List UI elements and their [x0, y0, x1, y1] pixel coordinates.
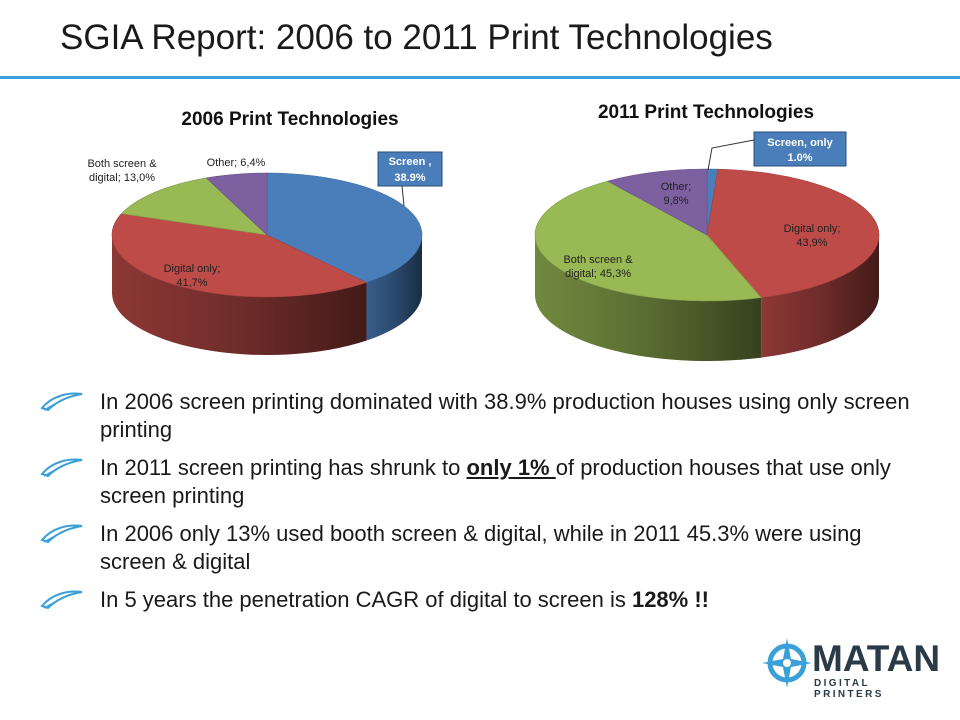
- pie-slice-digital-only: [706, 168, 880, 298]
- bullet-text-4-emphasis: 128% !!: [631, 587, 709, 612]
- label-digital-2011-line2: 43,9%: [796, 237, 827, 249]
- logo-wordmark: MATAN: [812, 638, 941, 679]
- label-screen-2011-line1: Screen, only: [767, 137, 833, 149]
- pie-2006-body: [111, 172, 423, 355]
- label-both-2011-line2: digital; 45,3%: [565, 268, 631, 280]
- label-other-2011-line2: 9,8%: [663, 195, 688, 207]
- pie-2011-labels: Screen, only 1.0% Digital only; 43,9% Bo…: [563, 131, 847, 280]
- quill-bullet-icon: [40, 590, 83, 610]
- logo-tagline: DIGITAL PRINTERS: [814, 678, 884, 700]
- charts-area: 2006 Print Technologies Screen , 38.9% D…: [87, 102, 880, 362]
- label-both-2011-line1: Both screen &: [563, 254, 633, 266]
- leader-screen-2011: [707, 139, 755, 171]
- pie-side-shading: [535, 235, 762, 362]
- quill-bullet-icon: [40, 392, 83, 412]
- slide-title: SGIA Report: 2006 to 2011 Print Technolo…: [60, 18, 773, 57]
- leader-screen-2006: [401, 185, 405, 207]
- pie-slice-other: [606, 168, 708, 236]
- pie-slice-digital-only: [111, 213, 368, 298]
- quill-bullet-icon: [40, 524, 83, 544]
- bullet-list: In 2006 screen printing dominated with 3…: [40, 388, 920, 624]
- pie-slice-both-screen-digital: [120, 177, 268, 236]
- pie-chart-2006: 2006 Print Technologies Screen , 38.9% D…: [87, 109, 443, 355]
- pie-side-shading: [112, 235, 367, 355]
- label-screen-2011-line2: 1.0%: [787, 152, 812, 164]
- pie-chart-2011: 2011 Print Technologies Screen, only 1.0…: [534, 102, 880, 362]
- compass-logo-icon: [762, 638, 812, 688]
- label-screen-2006-line1: Screen ,: [389, 156, 432, 168]
- bullet-text-4-pre: In 5 years the penetration CAGR of digit…: [100, 587, 632, 612]
- title-divider: [0, 76, 960, 79]
- pie-slice-both-screen-digital: [534, 180, 762, 302]
- bullet-text-3: In 2006 only 13% used booth screen & dig…: [100, 521, 862, 574]
- bullet-item: In 2006 screen printing dominated with 3…: [40, 388, 920, 444]
- bullet-text-2-emphasis: only 1%: [466, 455, 556, 480]
- pie-side-shading: [366, 235, 422, 341]
- bullet-item: In 2011 screen printing has shrunk to on…: [40, 454, 920, 510]
- bullet-item: In 2006 only 13% used booth screen & dig…: [40, 520, 920, 576]
- label-other-2011-line1: Other;: [661, 181, 692, 193]
- pie-slice-other: [205, 172, 268, 236]
- label-both-2006-line2: digital; 13,0%: [89, 172, 155, 184]
- label-digital-2011-line1: Digital only;: [784, 223, 841, 235]
- bullet-item: In 5 years the penetration CAGR of digit…: [40, 586, 920, 614]
- label-box-screen-2011: [753, 131, 847, 167]
- pie-slice-screen: [266, 172, 423, 283]
- chart-title-2006: 2006 Print Technologies: [181, 109, 398, 130]
- label-digital-2006-line1: Digital only;: [164, 263, 221, 275]
- label-box-screen-2006: [377, 151, 443, 187]
- bullet-text-1: In 2006 screen printing dominated with 3…: [100, 389, 910, 442]
- pie-2006-labels: Screen , 38.9% Digital only; 41,7% Both …: [87, 151, 443, 289]
- label-screen-2006-line2: 38.9%: [394, 172, 425, 184]
- quill-bullet-icon: [40, 458, 83, 478]
- label-both-2006-line1: Both screen &: [87, 158, 157, 170]
- label-other-2006: Other; 6,4%: [207, 157, 266, 169]
- matan-logo: MATAN DIGITAL PRINTERS: [760, 636, 941, 700]
- bullet-text-2-pre: In 2011 screen printing has shrunk to: [100, 455, 467, 480]
- pie-2011-body: [534, 168, 880, 362]
- label-digital-2006-line2: 41,7%: [176, 277, 207, 289]
- pie-side-shading: [761, 235, 879, 358]
- chart-title-2011: 2011 Print Technologies: [598, 102, 814, 123]
- bullet-text-2-post: of production houses that use only scree…: [100, 455, 891, 508]
